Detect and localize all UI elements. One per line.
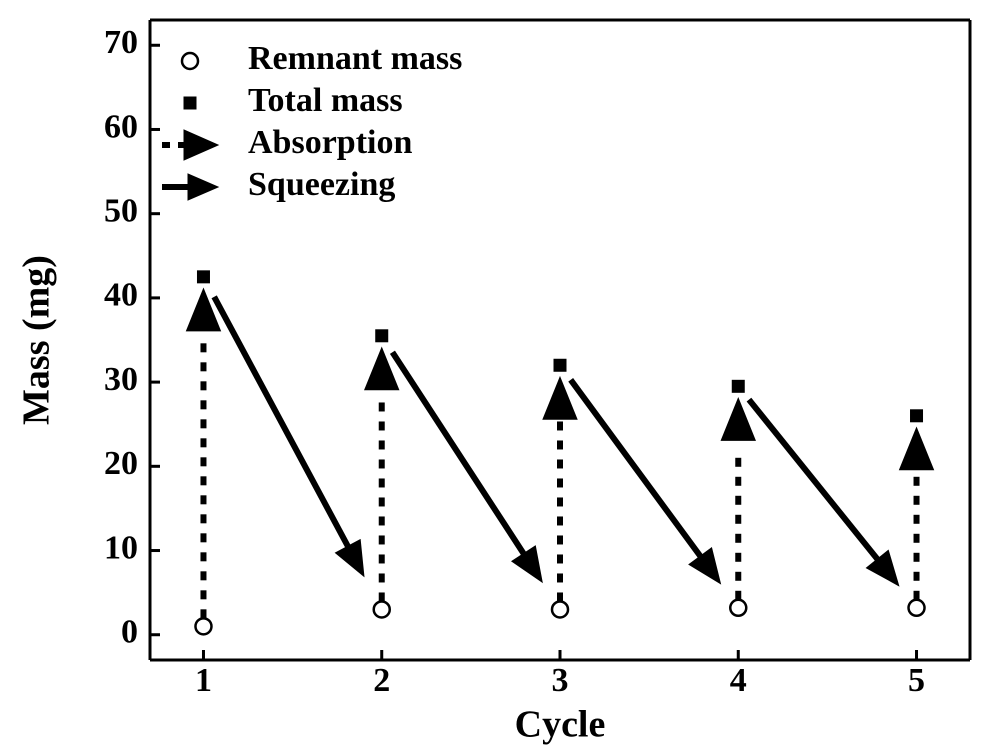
- y-tick-label: 10: [104, 529, 138, 566]
- legend-label: Squeezing: [248, 166, 395, 203]
- x-tick-label: 2: [373, 662, 390, 699]
- squeezing-shaft: [749, 400, 877, 560]
- squeezing-shaft: [392, 352, 523, 553]
- legend-total-icon: [184, 97, 196, 109]
- y-tick-label: 60: [104, 108, 138, 145]
- mass-vs-cycle-chart: 12345010203040506070CycleMass (mg)Remnan…: [0, 0, 1000, 752]
- squeezing-shaft: [571, 380, 701, 556]
- legend-label: Remnant mass: [248, 40, 462, 77]
- legend: Remnant mass Total mass Absorption Squeezin…: [162, 40, 462, 203]
- arrowhead-icon: [689, 548, 720, 584]
- legend-remnant-icon: [182, 53, 198, 69]
- squeezing-arrow: [392, 352, 542, 582]
- y-axis-title: Mass (mg): [16, 255, 58, 425]
- absorption-arrow: [365, 348, 399, 602]
- y-tick-label: 50: [104, 192, 138, 229]
- arrowhead-icon: [900, 428, 934, 470]
- absorption-arrow: [186, 289, 220, 618]
- x-tick-label: 3: [552, 662, 569, 699]
- total-point: [732, 380, 744, 392]
- chart-container: 12345010203040506070CycleMass (mg)Remnan…: [0, 0, 1000, 752]
- y-tick-label: 40: [104, 277, 138, 314]
- x-tick-label: 4: [730, 662, 747, 699]
- y-tick-label: 20: [104, 445, 138, 482]
- x-axis-title: Cycle: [515, 703, 606, 745]
- absorption-arrow: [543, 377, 577, 601]
- squeezing-shaft: [214, 297, 348, 546]
- absorption-arrow: [721, 398, 755, 599]
- total-point: [554, 359, 566, 371]
- total-point: [911, 410, 923, 422]
- y-tick-label: 0: [121, 614, 138, 651]
- squeezing-arrow: [749, 400, 899, 586]
- x-tick-label: 1: [195, 662, 212, 699]
- remnant-point: [374, 601, 390, 617]
- total-point: [197, 271, 209, 283]
- y-tick-label: 30: [104, 361, 138, 398]
- remnant-point: [195, 618, 211, 634]
- arrowhead-icon: [512, 546, 542, 582]
- legend-label: Total mass: [248, 82, 403, 119]
- legend-label: Absorption: [248, 124, 412, 161]
- absorption-arrow: [900, 428, 934, 600]
- squeezing-arrow: [214, 297, 364, 576]
- arrowhead-icon: [184, 130, 218, 160]
- x-tick-label: 5: [908, 662, 925, 699]
- remnant-point: [730, 600, 746, 616]
- remnant-point: [552, 601, 568, 617]
- y-tick-label: 70: [104, 24, 138, 61]
- arrowhead-icon: [186, 289, 220, 331]
- arrowhead-icon: [188, 174, 218, 200]
- squeezing-arrow: [571, 380, 721, 584]
- remnant-point: [909, 600, 925, 616]
- total-point: [376, 330, 388, 342]
